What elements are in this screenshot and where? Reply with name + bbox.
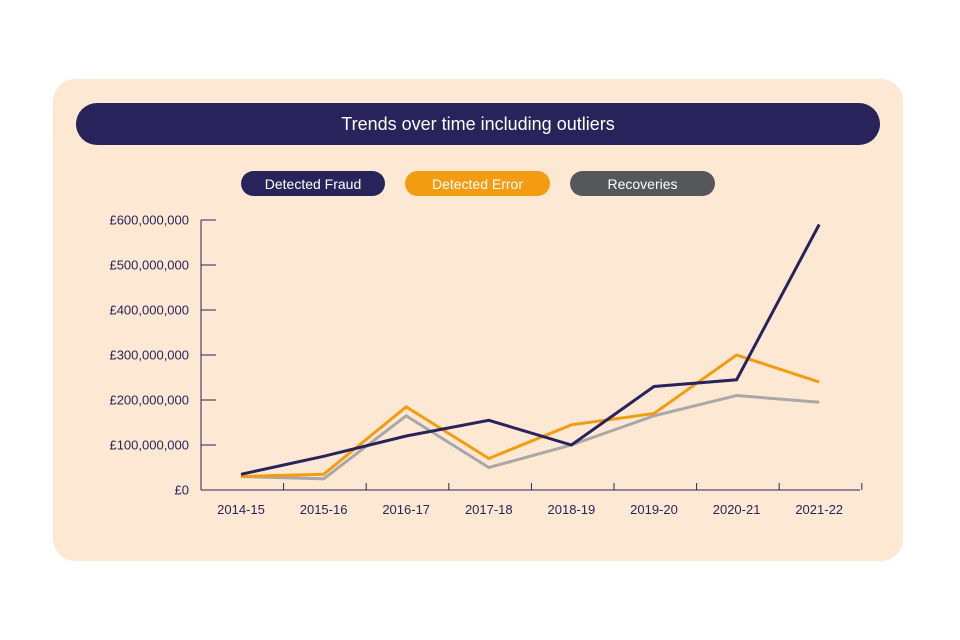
series-line-recoveries <box>240 393 820 481</box>
y-tick-label: £400,000,000 <box>109 303 189 318</box>
y-axis: £0 £100,000,000 £200,000,000 £300,000,000 £4… <box>109 213 216 498</box>
legend-recoveries[interactable]: Recoveries <box>570 171 715 196</box>
y-tick-label: £300,000,000 <box>109 348 189 363</box>
x-tick-label: 2019-20 <box>630 502 678 517</box>
series-line-detected-error <box>240 353 820 478</box>
x-tick-label: 2015-16 <box>300 502 348 517</box>
x-tick-label: 2021-22 <box>795 502 843 517</box>
legend-detected-fraud[interactable]: Detected Fraud <box>241 171 385 196</box>
series-lines <box>240 223 821 481</box>
x-axis: 2014-15 2015-16 2016-17 2017-18 2018-19 2019-… <box>200 483 863 517</box>
y-tick-label: £500,000,000 <box>109 258 189 273</box>
y-tick-label: £200,000,000 <box>109 393 189 408</box>
x-tick-label: 2020-21 <box>713 502 761 517</box>
chart-panel <box>53 79 903 561</box>
x-tick-label: 2016-17 <box>382 502 430 517</box>
chart-title: Trends over time including outliers <box>76 103 880 145</box>
y-tick-label: £100,000,000 <box>109 438 189 453</box>
x-tick-label: 2018-19 <box>548 502 596 517</box>
series-line-detected-fraud <box>240 223 821 476</box>
y-tick-label: £0 <box>175 483 189 498</box>
legend-detected-error[interactable]: Detected Error <box>405 171 550 196</box>
y-tick-label: £600,000,000 <box>109 213 189 228</box>
x-tick-label: 2014-15 <box>217 502 265 517</box>
x-tick-label: 2017-18 <box>465 502 513 517</box>
